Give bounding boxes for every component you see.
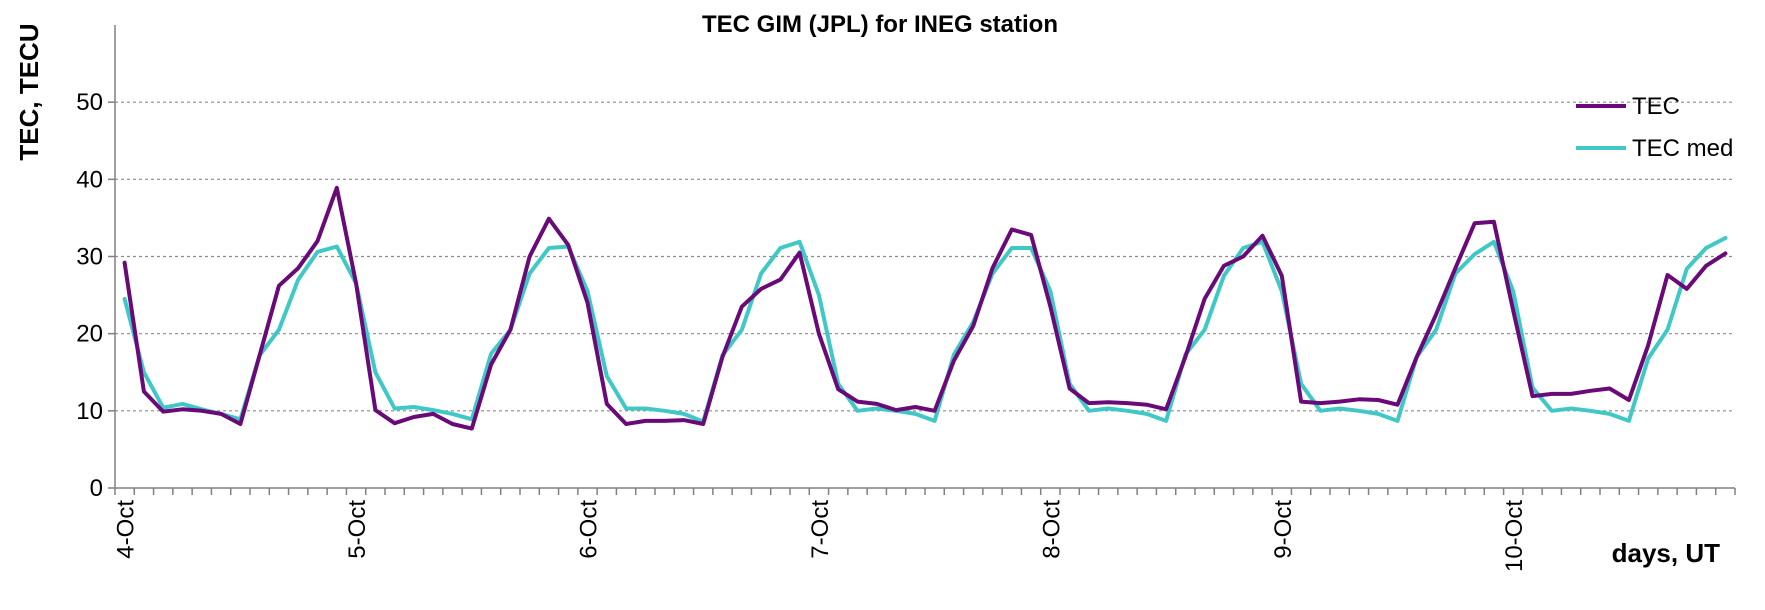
- y-tick-label: 50: [76, 89, 103, 116]
- x-tick-label: 4-Oct: [113, 500, 140, 559]
- series-line-tec-med: [122, 236, 1728, 424]
- legend: TEC TEC med: [1576, 93, 1733, 162]
- y-tick-label: 40: [76, 166, 103, 193]
- x-tick-label: 10-Oct: [1501, 500, 1528, 572]
- y-axis-title: TEC, TECU: [14, 23, 44, 160]
- legend-label-tec-med: TEC med: [1632, 135, 1733, 162]
- x-tick-label: 7-Oct: [807, 500, 834, 559]
- x-tick-label: 5-Oct: [344, 500, 371, 559]
- chart-title: TEC GIM (JPL) for INEG station: [702, 11, 1058, 38]
- y-tick-label: 30: [76, 244, 103, 271]
- grid-lines: [115, 101, 1735, 412]
- series-line-tec: [122, 185, 1728, 431]
- x-tick-label: 6-Oct: [576, 500, 603, 559]
- y-tick-labels: 0 10 20 30 40 50: [76, 89, 115, 502]
- y-tick-label: 10: [76, 398, 103, 425]
- legend-label-tec: TEC: [1632, 93, 1680, 120]
- y-tick-label: 0: [90, 475, 103, 502]
- x-tick-labels: 4-Oct 5-Oct 6-Oct 7-Oct 8-Oct 9-Oct 10-Oct: [113, 488, 1736, 572]
- data-series: [122, 185, 1728, 431]
- x-tick-label: 9-Oct: [1270, 500, 1297, 559]
- x-tick-label: 8-Oct: [1038, 500, 1065, 559]
- y-tick-label: 20: [76, 321, 103, 348]
- x-axis-title: days, UT: [1612, 538, 1720, 568]
